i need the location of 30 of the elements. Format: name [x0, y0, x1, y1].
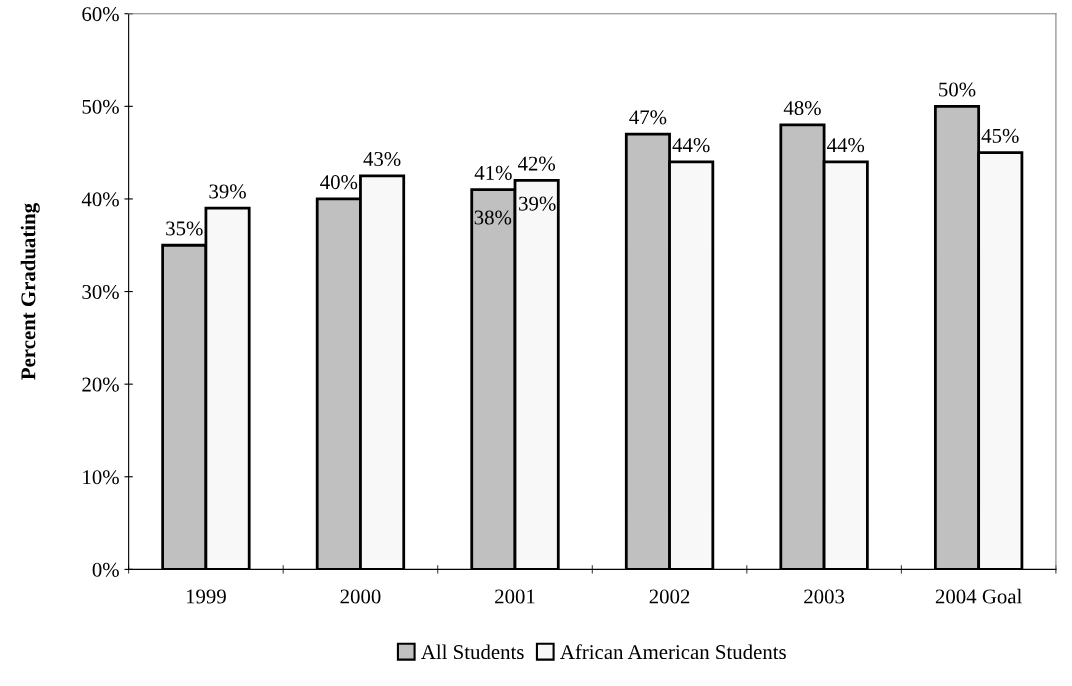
y-tick-label: 20%: [82, 377, 119, 392]
data-label: 48%: [783, 101, 821, 116]
data-label: 45%: [981, 128, 1019, 143]
annotation: 39%: [519, 196, 556, 211]
data-label: 35%: [166, 221, 203, 236]
annotation: 38%: [474, 210, 512, 225]
data-label: 41%: [474, 165, 512, 180]
x-tick-label: 1999: [186, 589, 226, 604]
data-label: 42%: [517, 156, 556, 171]
x-tick-label: 2004 Goal: [935, 588, 1022, 604]
x-tick-label: 2000: [340, 589, 381, 604]
y-axis-title: Percent Graduating: [20, 203, 40, 380]
data-label: 50%: [939, 82, 976, 97]
data-label: 47%: [629, 110, 667, 125]
y-tick-label: 10%: [83, 470, 119, 485]
x-tick-label: 2001: [495, 589, 535, 604]
legend-label: All Students: [421, 644, 524, 660]
data-label: 44%: [672, 138, 710, 153]
y-tick-label: 0%: [92, 562, 119, 577]
data-label: 44%: [827, 138, 865, 153]
x-tick-label: 2002: [649, 589, 690, 604]
data-label: 39%: [209, 184, 246, 199]
y-tick-label: 50%: [82, 99, 119, 114]
data-label: 43%: [363, 151, 401, 167]
y-tick-label: 40%: [81, 192, 119, 207]
data-label: 40%: [320, 175, 358, 190]
legend-label: African American Students: [560, 644, 786, 660]
y-tick-label: 30%: [82, 284, 119, 300]
y-tick-label: 60%: [82, 7, 119, 22]
x-tick-label: 2003: [804, 589, 845, 604]
